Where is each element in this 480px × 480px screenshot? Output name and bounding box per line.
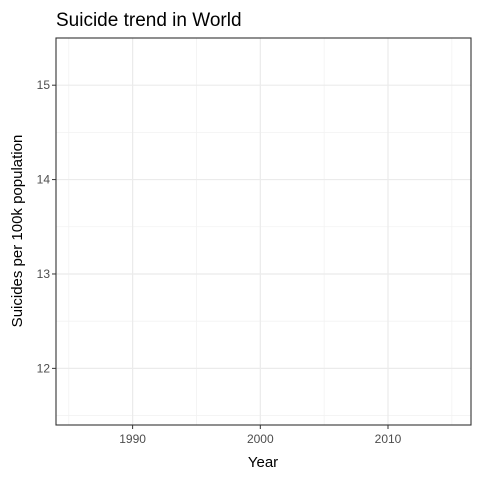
major-gridlines [56, 38, 471, 425]
plot-panel [55, 37, 472, 426]
y-tick-label: 15 [37, 78, 51, 92]
y-tick-label: 14 [37, 173, 51, 187]
x-tick-label: 1990 [119, 432, 146, 446]
x-axis-tick-labels: 1990 2000 2010 [119, 432, 401, 446]
y-axis-title: Suicides per 100k population [9, 135, 26, 328]
panel-border [55, 37, 472, 426]
minor-gridlines [56, 37, 471, 425]
y-axis-tick-labels: 12 13 14 15 [37, 78, 51, 375]
y-tick-label: 12 [37, 361, 51, 375]
x-tick-label: 2010 [375, 432, 402, 446]
y-tick-label: 13 [37, 267, 51, 281]
x-axis-title: Year [248, 454, 278, 471]
chart-title: Suicide trend in World [56, 10, 242, 31]
x-tick-label: 2000 [247, 432, 274, 446]
x-axis-ticks [132, 425, 389, 429]
y-axis-ticks [52, 84, 56, 369]
